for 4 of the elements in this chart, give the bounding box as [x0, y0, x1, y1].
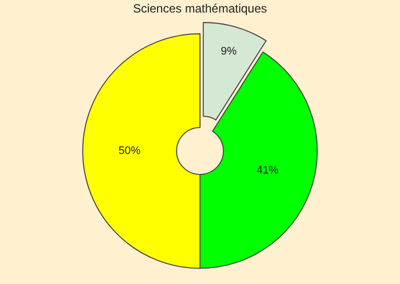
chart-title: Sciences mathématiques [132, 2, 268, 16]
data-label: 50% [118, 145, 141, 157]
data-label: 9% [220, 46, 237, 58]
data-label: 41% [256, 164, 279, 177]
